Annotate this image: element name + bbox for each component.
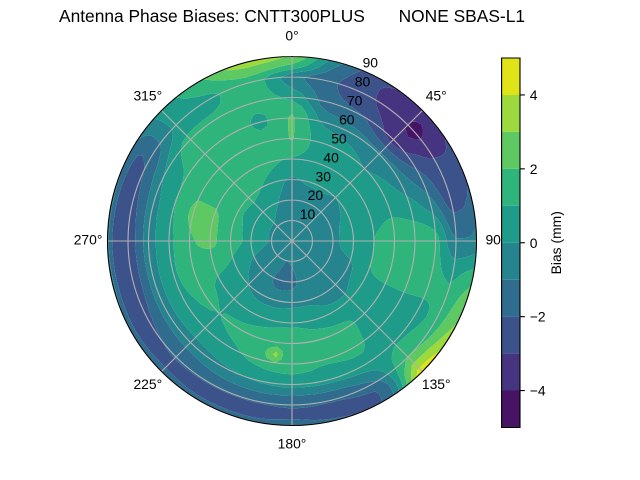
svg-text:60: 60 (339, 111, 355, 127)
svg-text:80: 80 (355, 74, 371, 90)
svg-text:45°: 45° (426, 87, 447, 103)
svg-text:−2: −2 (530, 309, 546, 325)
svg-text:50: 50 (331, 130, 347, 146)
svg-text:20: 20 (308, 187, 324, 203)
svg-text:Antenna Phase Biases: CNTT300P: Antenna Phase Biases: CNTT300PLUS NONE S… (59, 6, 525, 26)
svg-text:30: 30 (316, 168, 332, 184)
svg-text:90: 90 (363, 55, 379, 71)
svg-text:0°: 0° (285, 28, 298, 44)
svg-text:−4: −4 (530, 383, 546, 399)
svg-text:270°: 270° (74, 232, 103, 248)
svg-text:135°: 135° (422, 376, 451, 392)
svg-text:180°: 180° (278, 436, 307, 452)
svg-text:0: 0 (530, 235, 538, 251)
svg-text:225°: 225° (133, 376, 162, 392)
svg-text:10: 10 (300, 206, 316, 222)
svg-text:40: 40 (323, 149, 339, 165)
svg-text:2: 2 (530, 161, 538, 177)
svg-text:4: 4 (530, 87, 538, 103)
svg-text:Bias (mm): Bias (mm) (548, 211, 564, 274)
svg-text:315°: 315° (133, 87, 162, 103)
svg-text:70: 70 (347, 93, 363, 109)
